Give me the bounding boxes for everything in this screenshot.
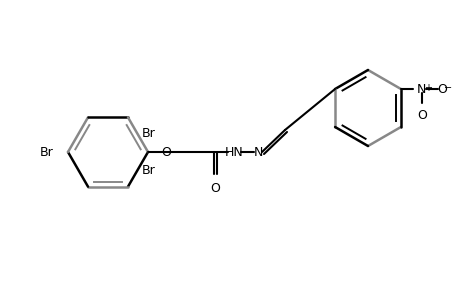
Text: Br: Br <box>142 164 156 177</box>
Text: O: O <box>416 109 426 122</box>
Text: −: − <box>443 83 451 93</box>
Text: +: + <box>423 83 431 93</box>
Text: N: N <box>416 82 425 95</box>
Text: O: O <box>161 146 171 158</box>
Text: O: O <box>436 82 446 95</box>
Text: O: O <box>210 182 219 195</box>
Text: Br: Br <box>142 128 156 140</box>
Text: Br: Br <box>40 146 54 158</box>
Text: HN: HN <box>224 146 243 158</box>
Text: N: N <box>253 146 262 158</box>
